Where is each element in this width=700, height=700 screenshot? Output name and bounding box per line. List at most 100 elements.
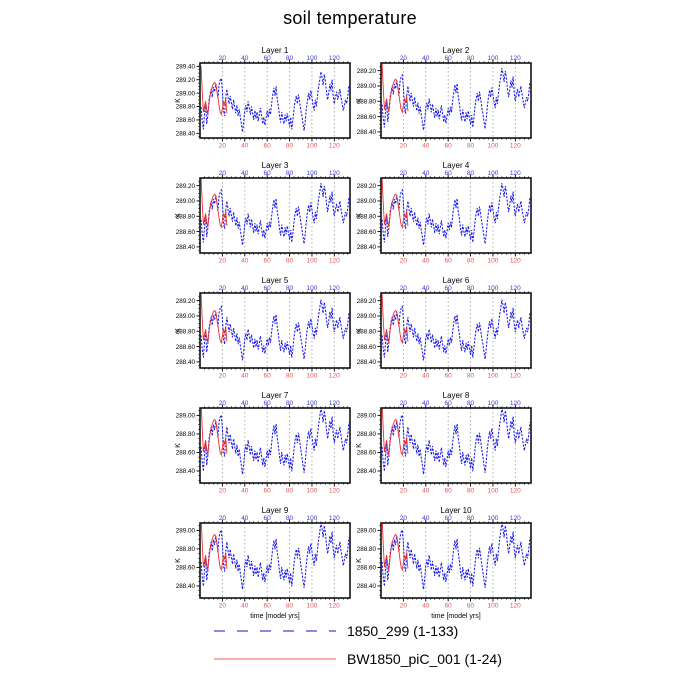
series-1850-299 bbox=[381, 408, 531, 475]
subplot-title: Layer 1 bbox=[262, 46, 289, 55]
svg-text:289.00: 289.00 bbox=[357, 413, 377, 420]
chart-cell-layer-10: Layer 10 20 20 40 40 60 60 80 80 100 100 120 120 288.… bbox=[336, 503, 566, 621]
svg-text:288.60: 288.60 bbox=[176, 229, 196, 236]
legend-line-dashed-icon bbox=[214, 630, 336, 632]
svg-text:60: 60 bbox=[445, 143, 453, 150]
series-bw1850-pic-001 bbox=[381, 523, 409, 572]
svg-text:100: 100 bbox=[488, 400, 499, 407]
svg-text:20: 20 bbox=[400, 143, 408, 150]
layer-6-chart: Layer 6 20 20 40 40 60 60 80 80 100 100 120 120 288.4… bbox=[356, 276, 532, 380]
x-axis-label: time [model yrs] bbox=[250, 613, 299, 620]
subplot-title: Layer 10 bbox=[440, 506, 472, 515]
svg-text:40: 40 bbox=[422, 170, 430, 177]
layer-3-chart: Layer 3 20 20 40 40 60 60 80 80 100 100 120 120 288.4… bbox=[175, 161, 351, 265]
svg-text:20: 20 bbox=[219, 373, 227, 380]
svg-text:120: 120 bbox=[510, 373, 521, 380]
svg-text:80: 80 bbox=[286, 373, 294, 380]
svg-text:288.60: 288.60 bbox=[357, 229, 377, 236]
svg-text:60: 60 bbox=[445, 55, 453, 62]
svg-text:100: 100 bbox=[307, 143, 318, 150]
svg-text:80: 80 bbox=[467, 55, 475, 62]
series-bw1850-pic-001 bbox=[381, 63, 409, 114]
svg-text:288.80: 288.80 bbox=[357, 98, 377, 105]
x-axis-label: time [model yrs] bbox=[431, 613, 480, 620]
svg-text:40: 40 bbox=[422, 400, 430, 407]
svg-text:80: 80 bbox=[286, 515, 294, 522]
legend: 1850_299 (1-133) BW1850_piC_001 (1-24) bbox=[0, 615, 700, 685]
svg-text:120: 120 bbox=[329, 55, 340, 62]
svg-text:20: 20 bbox=[219, 515, 227, 522]
series-bw1850-pic-001 bbox=[200, 523, 228, 572]
svg-text:288.80: 288.80 bbox=[176, 431, 196, 438]
svg-text:100: 100 bbox=[488, 285, 499, 292]
svg-text:20: 20 bbox=[400, 170, 408, 177]
svg-text:289.20: 289.20 bbox=[176, 77, 196, 84]
svg-text:289.00: 289.00 bbox=[176, 313, 196, 320]
series-bw1850-pic-001 bbox=[200, 408, 228, 457]
svg-text:80: 80 bbox=[286, 170, 294, 177]
svg-text:40: 40 bbox=[422, 285, 430, 292]
y-axis-label: K bbox=[175, 328, 182, 333]
svg-text:288.40: 288.40 bbox=[176, 244, 196, 251]
svg-text:80: 80 bbox=[467, 488, 475, 495]
legend-item-bw1850-pic-001: BW1850_piC_001 (1-24) bbox=[213, 651, 502, 667]
svg-text:80: 80 bbox=[286, 400, 294, 407]
svg-text:80: 80 bbox=[286, 285, 294, 292]
svg-text:288.40: 288.40 bbox=[357, 583, 377, 590]
svg-text:60: 60 bbox=[264, 170, 272, 177]
svg-text:120: 120 bbox=[329, 488, 340, 495]
legend-label-1850-299: 1850_299 (1-133) bbox=[347, 623, 459, 639]
svg-text:20: 20 bbox=[400, 400, 408, 407]
svg-text:40: 40 bbox=[241, 143, 249, 150]
svg-text:100: 100 bbox=[488, 515, 499, 522]
y-axis-label: K bbox=[356, 213, 363, 218]
svg-text:40: 40 bbox=[241, 55, 249, 62]
svg-text:120: 120 bbox=[329, 285, 340, 292]
subplot-title: Layer 3 bbox=[262, 161, 289, 170]
svg-text:40: 40 bbox=[422, 258, 430, 265]
svg-text:288.80: 288.80 bbox=[357, 431, 377, 438]
svg-text:289.20: 289.20 bbox=[176, 298, 196, 305]
svg-text:288.60: 288.60 bbox=[357, 565, 377, 572]
svg-text:40: 40 bbox=[241, 603, 249, 610]
svg-text:288.60: 288.60 bbox=[357, 114, 377, 121]
chart-cell-layer-3: Layer 3 20 20 40 40 60 60 80 80 100 100 120 120 288.4… bbox=[155, 158, 385, 276]
svg-text:120: 120 bbox=[510, 515, 521, 522]
svg-text:289.20: 289.20 bbox=[357, 183, 377, 190]
svg-text:40: 40 bbox=[422, 515, 430, 522]
svg-text:20: 20 bbox=[219, 285, 227, 292]
svg-text:80: 80 bbox=[286, 143, 294, 150]
svg-text:40: 40 bbox=[422, 373, 430, 380]
svg-text:60: 60 bbox=[445, 285, 453, 292]
svg-text:60: 60 bbox=[264, 285, 272, 292]
svg-text:120: 120 bbox=[329, 400, 340, 407]
svg-text:80: 80 bbox=[286, 603, 294, 610]
svg-text:20: 20 bbox=[400, 515, 408, 522]
svg-text:80: 80 bbox=[467, 285, 475, 292]
svg-text:60: 60 bbox=[264, 488, 272, 495]
layer-5-chart: Layer 5 20 20 40 40 60 60 80 80 100 100 120 120 288.4… bbox=[175, 276, 351, 380]
svg-text:100: 100 bbox=[307, 285, 318, 292]
chart-cell-layer-2: Layer 2 20 20 40 40 60 60 80 80 100 100 120 120 288.4… bbox=[336, 43, 566, 161]
svg-text:288.40: 288.40 bbox=[176, 468, 196, 475]
svg-text:80: 80 bbox=[467, 400, 475, 407]
svg-text:100: 100 bbox=[307, 603, 318, 610]
svg-text:40: 40 bbox=[422, 143, 430, 150]
svg-text:100: 100 bbox=[307, 488, 318, 495]
svg-text:100: 100 bbox=[488, 603, 499, 610]
series-bw1850-pic-001 bbox=[200, 294, 228, 345]
svg-text:120: 120 bbox=[329, 170, 340, 177]
svg-text:288.60: 288.60 bbox=[357, 450, 377, 457]
layer-9-chart: Layer 9 20 20 40 40 60 60 80 80 100 100 120 120 288.4… bbox=[175, 506, 351, 620]
svg-text:289.20: 289.20 bbox=[176, 183, 196, 190]
svg-text:60: 60 bbox=[264, 258, 272, 265]
svg-text:60: 60 bbox=[445, 515, 453, 522]
svg-text:288.60: 288.60 bbox=[176, 344, 196, 351]
chart-cell-layer-4: Layer 4 20 20 40 40 60 60 80 80 100 100 120 120 288.4… bbox=[336, 158, 566, 276]
svg-text:40: 40 bbox=[422, 55, 430, 62]
chart-cell-layer-8: Layer 8 20 20 40 40 60 60 80 80 100 100 120 120 288.4… bbox=[336, 388, 566, 506]
chart-cell-layer-7: Layer 7 20 20 40 40 60 60 80 80 100 100 120 120 288.4… bbox=[155, 388, 385, 506]
svg-text:288.80: 288.80 bbox=[176, 328, 196, 335]
y-axis-label: K bbox=[175, 443, 182, 448]
svg-text:288.60: 288.60 bbox=[357, 344, 377, 351]
